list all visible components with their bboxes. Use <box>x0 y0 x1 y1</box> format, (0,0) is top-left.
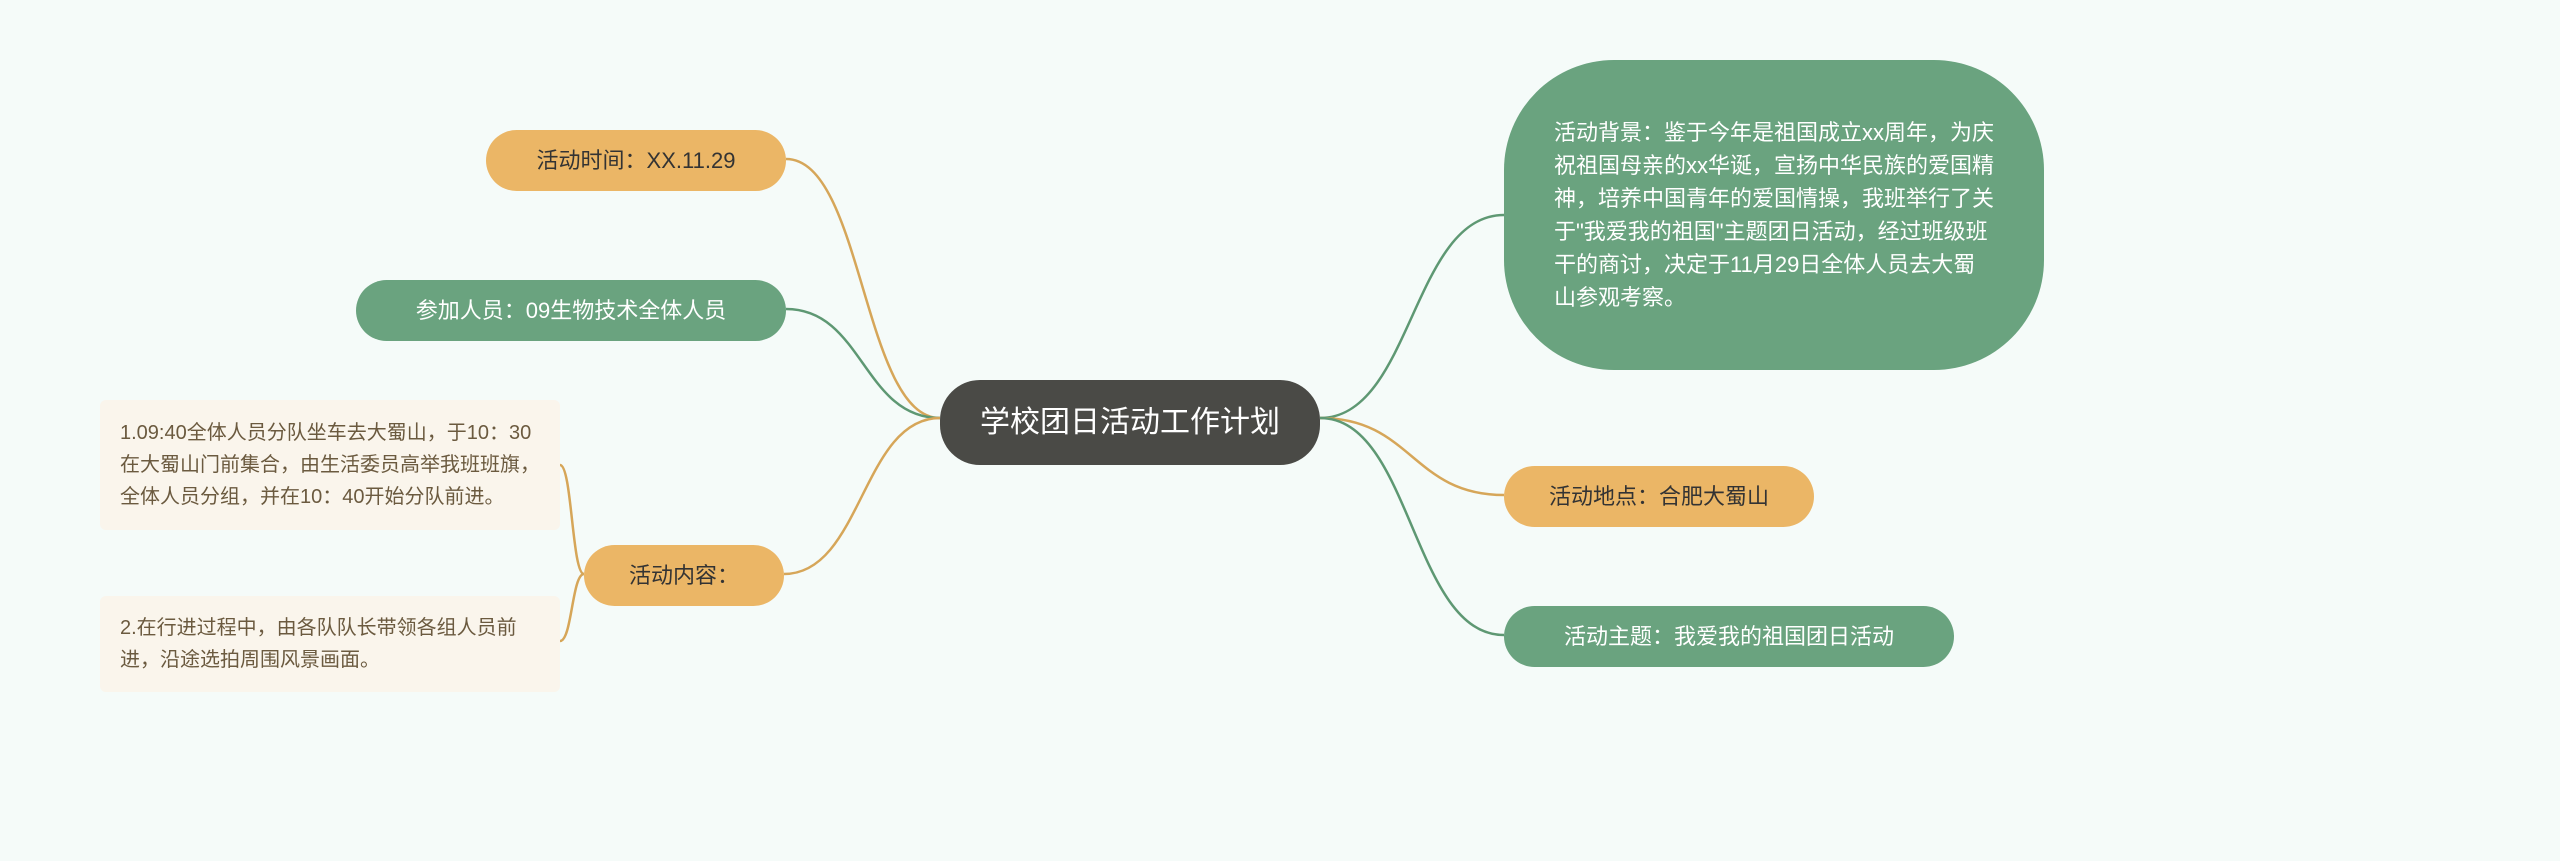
node-c2: 2.在行进过程中，由各队队长带领各组人员前进，沿途选拍周围风景画面。 <box>100 596 560 692</box>
node-text: 2.在行进过程中，由各队队长带领各组人员前进，沿途选拍周围风景画面。 <box>120 612 540 676</box>
node-text: 活动地点：合肥大蜀山 <box>1549 480 1769 513</box>
node-people: 参加人员：09生物技术全体人员 <box>356 280 786 341</box>
node-text: 1.09:40全体人员分队坐车去大蜀山，于10：30在大蜀山门前集合，由生活委员… <box>120 417 540 513</box>
node-content: 活动内容： <box>584 545 784 606</box>
node-center: 学校团日活动工作计划 <box>940 380 1320 465</box>
node-text: 活动背景：鉴于今年是祖国成立xx周年，为庆祝祖国母亲的xx华诞，宣扬中华民族的爱… <box>1554 116 1994 314</box>
node-c1: 1.09:40全体人员分队坐车去大蜀山，于10：30在大蜀山门前集合，由生活委员… <box>100 400 560 530</box>
node-time: 活动时间：XX.11.29 <box>486 130 786 191</box>
node-bg: 活动背景：鉴于今年是祖国成立xx周年，为庆祝祖国母亲的xx华诞，宣扬中华民族的爱… <box>1504 60 2044 370</box>
node-text: 学校团日活动工作计划 <box>980 400 1280 445</box>
node-text: 参加人员：09生物技术全体人员 <box>416 294 726 327</box>
node-text: 活动内容： <box>629 559 739 592</box>
node-place: 活动地点：合肥大蜀山 <box>1504 466 1814 527</box>
node-theme: 活动主题：我爱我的祖国团日活动 <box>1504 606 1954 667</box>
node-text: 活动时间：XX.11.29 <box>537 144 736 177</box>
node-text: 活动主题：我爱我的祖国团日活动 <box>1564 620 1894 653</box>
